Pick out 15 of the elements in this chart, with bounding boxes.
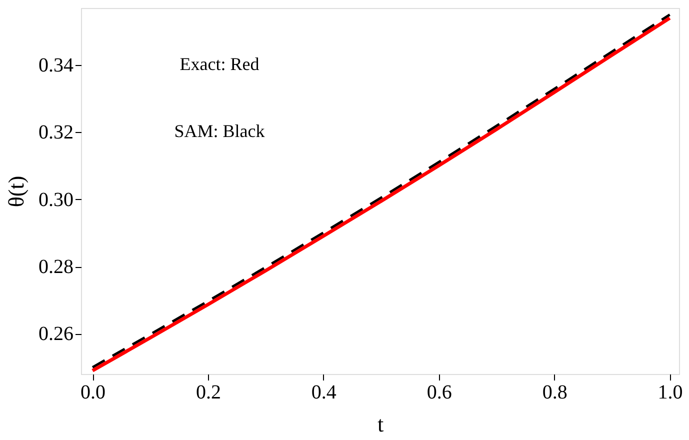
y-tick-label: 0.34 bbox=[38, 54, 74, 77]
x-axis-title: t bbox=[377, 412, 384, 436]
annotation: SAM: Black bbox=[174, 121, 265, 142]
annotation: Exact: Red bbox=[180, 54, 260, 74]
x-tick-label: 0.4 bbox=[311, 382, 336, 404]
x-tick-label: 0.2 bbox=[196, 382, 221, 404]
x-tick-label: 0.0 bbox=[80, 382, 106, 404]
y-axis-title: θ(t) bbox=[4, 176, 28, 208]
y-tick-label: 0.30 bbox=[38, 188, 74, 211]
x-tick-label: 0.6 bbox=[426, 382, 452, 404]
y-tick-label: 0.28 bbox=[38, 256, 74, 278]
y-tick-label: 0.26 bbox=[38, 323, 74, 346]
x-tick-label: 1.0 bbox=[658, 382, 683, 404]
y-tick-label: 0.32 bbox=[38, 122, 74, 144]
x-tick-label: 0.8 bbox=[542, 382, 568, 404]
